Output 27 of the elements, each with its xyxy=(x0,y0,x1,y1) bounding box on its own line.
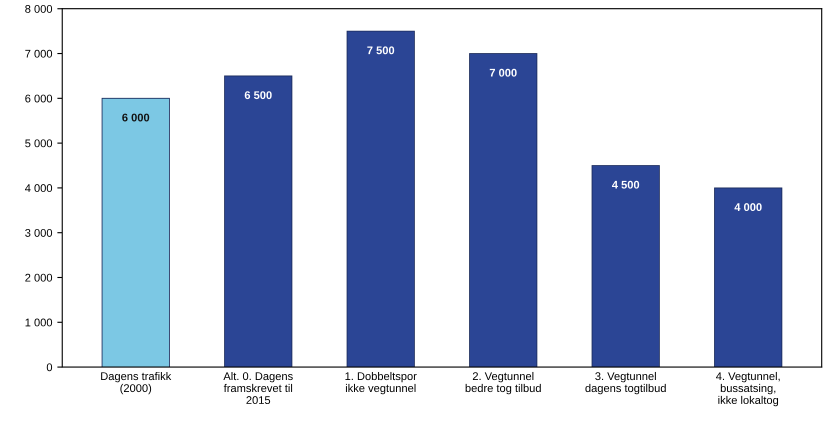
y-tick-label: 5 000 xyxy=(25,139,52,148)
y-tick-label: 3 000 xyxy=(25,228,52,237)
bar xyxy=(102,98,170,368)
x-tick-label: Alt. 0. Dagens framskrevet til 2015 xyxy=(223,372,293,404)
data-label: 7 500 xyxy=(367,46,394,54)
data-label: 6 500 xyxy=(244,91,272,100)
bar xyxy=(592,165,660,368)
bar xyxy=(346,30,415,368)
data-label: 6 000 xyxy=(122,114,150,122)
x-tick-label: 3. Vegtunnel dagens togtilbud xyxy=(585,372,666,394)
y-tick-label: 0 xyxy=(46,363,52,372)
x-tick-label: Dagens trafikk (2000) xyxy=(101,372,172,394)
y-tick-label: 2 000 xyxy=(25,274,52,282)
data-label: 7 000 xyxy=(490,68,517,77)
data-label: 4 000 xyxy=(734,203,762,212)
y-tick-label: 8 000 xyxy=(25,5,52,13)
y-tick-label: 4 000 xyxy=(24,184,52,192)
y-tick-label: 7 000 xyxy=(25,50,52,58)
y-tick-label: 6 000 xyxy=(25,94,52,102)
bar xyxy=(469,53,538,368)
x-tick-label: 2. Vegtunnel bedre tog tilbud xyxy=(466,372,541,394)
bar xyxy=(224,76,292,368)
y-tick-label: 1 000 xyxy=(26,318,52,326)
data-label: 4 500 xyxy=(612,180,640,189)
bar xyxy=(714,187,782,368)
x-tick-label: 4. Vegtunnel, bussatsing, ikke lokaltog xyxy=(716,372,780,406)
x-tick-label: 1. Dobbeltspor ikke vegtunnel xyxy=(345,372,417,394)
